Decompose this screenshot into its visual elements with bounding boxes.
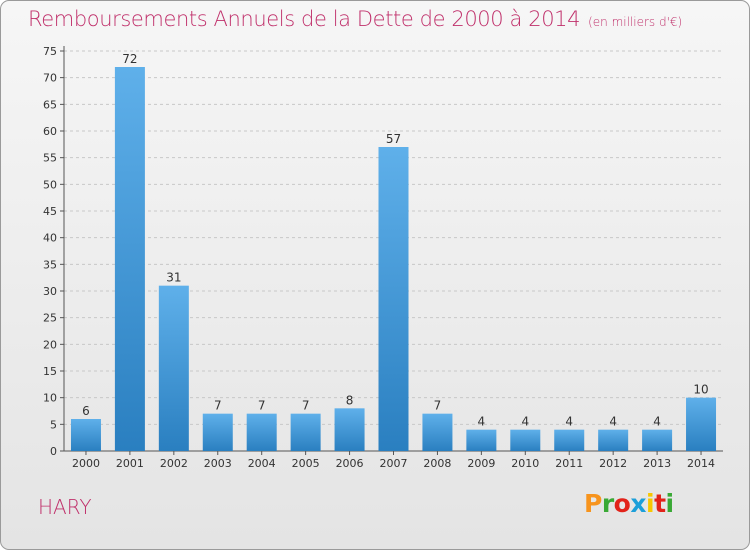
x-tick-label: 2014: [687, 457, 715, 470]
y-tick-label: 20: [43, 338, 57, 351]
bar: [466, 429, 497, 451]
x-tick-label: 2009: [467, 457, 495, 470]
chart-title: Remboursements Annuels de la Dette de 20…: [28, 7, 682, 31]
bar-value-label: 4: [653, 415, 661, 429]
x-tick-label: 2007: [380, 457, 408, 470]
y-tick-label: 35: [43, 258, 57, 271]
y-tick-label: 30: [43, 285, 57, 298]
bar-value-label: 57: [386, 132, 401, 146]
x-tick-label: 2003: [204, 457, 232, 470]
bar: [598, 429, 629, 451]
logo-letter: x: [630, 489, 646, 518]
x-tick-label: 2004: [248, 457, 276, 470]
bar: [290, 413, 321, 451]
bar-value-label: 7: [258, 399, 266, 413]
bar: [686, 397, 717, 451]
chart-title-text: Remboursements Annuels de la Dette de 20…: [28, 7, 581, 31]
bar-value-label: 7: [434, 399, 442, 413]
bar-value-label: 6: [82, 404, 90, 418]
bar: [642, 429, 673, 451]
x-tick-label: 2013: [643, 457, 671, 470]
bar-value-label: 7: [214, 399, 222, 413]
bar-value-label: 4: [565, 415, 573, 429]
y-tick-label: 50: [43, 178, 57, 191]
commune-name: HARY: [38, 495, 92, 519]
x-tick-label: 2010: [511, 457, 539, 470]
bar-value-label: 7: [302, 399, 310, 413]
logo-letter: t: [654, 489, 666, 518]
x-tick-label: 2006: [336, 457, 364, 470]
bar: [422, 413, 453, 451]
bar-value-label: 4: [609, 415, 617, 429]
x-tick-label: 2005: [292, 457, 320, 470]
y-tick-label: 60: [43, 125, 57, 138]
logo-letter: r: [601, 489, 614, 518]
y-tick-label: 75: [43, 45, 57, 58]
logo-letter: i: [665, 489, 675, 518]
bar: [114, 67, 145, 451]
x-tick-label: 2002: [160, 457, 188, 470]
bar-value-label: 72: [122, 52, 137, 66]
proxiti-logo: Proxiti: [584, 489, 674, 518]
bar: [554, 429, 585, 451]
x-tick-label: 2001: [116, 457, 144, 470]
bar-value-label: 31: [166, 271, 181, 285]
bar-value-label: 4: [478, 415, 486, 429]
x-tick-label: 2011: [555, 457, 583, 470]
logo-letter: o: [613, 489, 631, 518]
y-tick-label: 10: [43, 392, 57, 405]
bar: [334, 408, 365, 451]
logo-letter: P: [584, 489, 602, 518]
y-tick-label: 15: [43, 365, 57, 378]
x-tick-label: 2000: [72, 457, 100, 470]
bar: [510, 429, 541, 451]
bar-value-label: 4: [521, 415, 529, 429]
y-tick-label: 45: [43, 205, 57, 218]
bar: [202, 413, 233, 451]
y-tick-label: 70: [43, 72, 57, 85]
logo-letter: i: [646, 489, 655, 518]
bar: [158, 285, 189, 451]
bar-value-label: 8: [346, 393, 354, 407]
y-tick-label: 65: [43, 98, 57, 111]
y-tick-label: 40: [43, 232, 57, 245]
bar: [246, 413, 277, 451]
chart-subtitle: (en milliers d'€): [588, 15, 683, 29]
x-tick-label: 2012: [599, 457, 627, 470]
x-tick-label: 2008: [423, 457, 451, 470]
bar: [378, 147, 409, 451]
bar: [70, 419, 101, 451]
y-tick-label: 25: [43, 312, 57, 325]
bar-value-label: 10: [693, 383, 708, 397]
y-tick-label: 5: [50, 418, 57, 431]
y-tick-label: 0: [50, 445, 57, 458]
y-tick-label: 55: [43, 152, 57, 165]
